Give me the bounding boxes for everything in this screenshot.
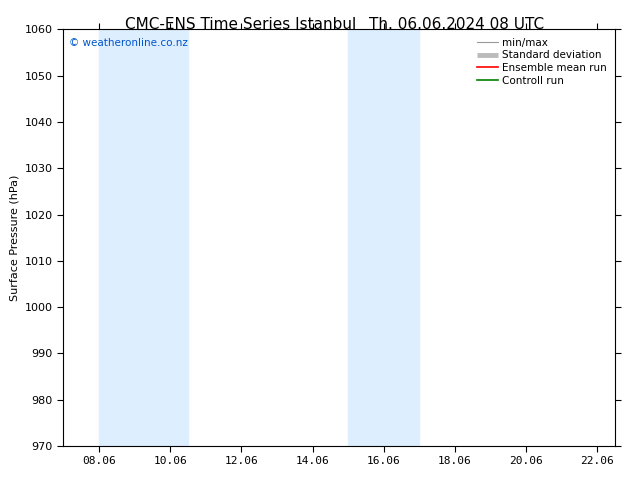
Text: Th. 06.06.2024 08 UTC: Th. 06.06.2024 08 UTC — [369, 17, 544, 32]
Y-axis label: Surface Pressure (hPa): Surface Pressure (hPa) — [10, 174, 19, 301]
Text: CMC-ENS Time Series Istanbul: CMC-ENS Time Series Istanbul — [126, 17, 356, 32]
Text: © weatheronline.co.nz: © weatheronline.co.nz — [69, 38, 188, 48]
Bar — [348, 29, 419, 446]
Legend: min/max, Standard deviation, Ensemble mean run, Controll run: min/max, Standard deviation, Ensemble me… — [474, 35, 610, 89]
Bar — [99, 29, 188, 446]
